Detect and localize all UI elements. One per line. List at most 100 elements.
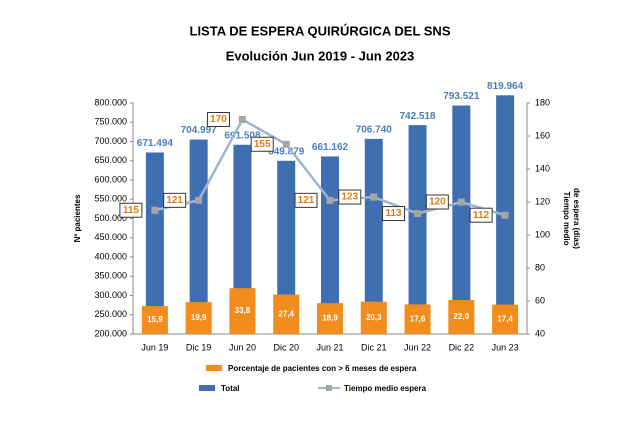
x-tick-label: Jun 22 (404, 342, 431, 352)
line-label-box (250, 136, 274, 152)
line-value-label: 155 (254, 139, 271, 150)
line-marker (282, 140, 290, 148)
line-value-label: 121 (166, 195, 183, 206)
percent-bar (317, 303, 343, 334)
line-value-label: 170 (210, 114, 227, 125)
y-tick-label: 700.000 (94, 136, 127, 146)
bar (364, 138, 383, 334)
legend-swatch (206, 365, 222, 371)
line-value-label: 113 (385, 208, 402, 219)
bar-value-label: 671.494 (137, 138, 174, 149)
line-marker (326, 196, 334, 204)
percent-value-label: 18,9 (322, 314, 338, 323)
bar (233, 144, 252, 334)
line-value-label: 121 (298, 195, 315, 206)
percent-bar (185, 302, 212, 334)
bar-value-label: 661.162 (312, 142, 349, 153)
percent-value-label: 22,0 (454, 312, 470, 321)
percent-value-label: 17,4 (497, 314, 513, 323)
line-value-label: 120 (429, 197, 446, 208)
chart-subtitle: Evolución Jun 2019 - Jun 2023 (226, 48, 415, 63)
y2-axis-label: Tiempo medio (562, 191, 571, 245)
y-tick-label: 500.000 (94, 213, 127, 223)
y2-tick-label: 160 (535, 130, 550, 140)
line-marker (195, 196, 203, 204)
x-tick-label: Jun 19 (141, 342, 168, 352)
y2-tick-label: 100 (535, 229, 550, 239)
x-tick-label: Jun 20 (229, 342, 256, 352)
y-tick-label: 650.000 (94, 155, 127, 165)
bar (408, 125, 427, 334)
percent-bar (492, 304, 519, 334)
percent-value-label: 19,9 (191, 313, 207, 322)
bar-value-label: 742.518 (399, 111, 436, 122)
x-tick-label: Jun 23 (492, 342, 519, 352)
bar-value-label: 706.740 (356, 125, 393, 136)
bar (145, 152, 164, 334)
line-marker (457, 198, 465, 206)
y2-tick-label: 40 (535, 328, 545, 338)
percent-bar (229, 288, 256, 334)
percent-value-label: 20,3 (366, 313, 382, 322)
x-tick-label: Dic 21 (361, 342, 387, 352)
line-label-box (163, 192, 187, 208)
line-marker (370, 193, 378, 201)
line-label-box (425, 194, 449, 210)
y-tick-label: 200.000 (94, 328, 127, 338)
legend-label: Porcentaje de pacientes con > 6 meses de… (228, 364, 417, 373)
chart-title: LISTA DE ESPERA QUIRÚRGICA DEL SNS (190, 23, 451, 38)
line-label-box (119, 202, 143, 218)
bar-value-label: 819.964 (487, 81, 524, 92)
y-tick-label: 750.000 (94, 117, 127, 127)
percent-value-label: 33,8 (235, 306, 251, 315)
y-tick-label: 250.000 (94, 309, 127, 319)
y-tick-label: 600.000 (94, 174, 127, 184)
line-value-label: 112 (473, 210, 490, 221)
line-marker (501, 211, 509, 219)
line-label-box (469, 207, 493, 223)
percent-value-label: 17,6 (410, 314, 426, 323)
line-label-box (294, 192, 318, 208)
percent-value-label: 27,4 (278, 309, 294, 318)
percent-value-label: 15,9 (147, 315, 163, 324)
bar (452, 105, 471, 334)
percent-bar (273, 294, 300, 334)
line-marker (414, 210, 422, 218)
y-tick-label: 350.000 (94, 271, 127, 281)
percent-bar (141, 306, 168, 334)
bar (277, 160, 296, 334)
bar-value-label: 793.521 (443, 91, 480, 102)
bar-value-label: 649.879 (268, 146, 305, 157)
legend-label: Total (221, 384, 240, 393)
legend-swatch (326, 385, 332, 391)
line-marker (151, 206, 159, 214)
percent-bar (404, 304, 431, 334)
line-value-label: 123 (341, 192, 358, 203)
y-axis-label: Nº pacientes (73, 194, 82, 242)
x-tick-label: Jun 21 (316, 342, 343, 352)
legend-swatch (199, 385, 215, 391)
x-tick-label: Dic 20 (273, 342, 299, 352)
y-tick-label: 400.000 (94, 251, 127, 261)
bar-value-label: 704.997 (181, 125, 218, 136)
bar (189, 139, 208, 334)
line-label-box (338, 189, 362, 205)
y2-tick-label: 120 (535, 196, 550, 206)
x-tick-label: Dic 19 (186, 342, 212, 352)
legend-label: Tiempo medio espera (344, 384, 427, 393)
line-marker (238, 116, 246, 123)
y-tick-label: 300.000 (94, 290, 127, 300)
y-tick-label: 550.000 (94, 194, 127, 204)
line-label-box (206, 112, 230, 127)
x-tick-label: Dic 22 (449, 342, 475, 352)
line-label-box (382, 206, 406, 222)
y2-axis-label: de espera (días) (572, 188, 581, 249)
percent-bar (360, 301, 387, 334)
line-value-label: 115 (123, 205, 140, 216)
bar-value-label: 691.508 (224, 130, 261, 141)
y-tick-label: 800.000 (94, 97, 127, 107)
y2-tick-label: 140 (535, 163, 550, 173)
y2-tick-label: 60 (535, 295, 545, 305)
y-tick-label: 450.000 (94, 232, 127, 242)
